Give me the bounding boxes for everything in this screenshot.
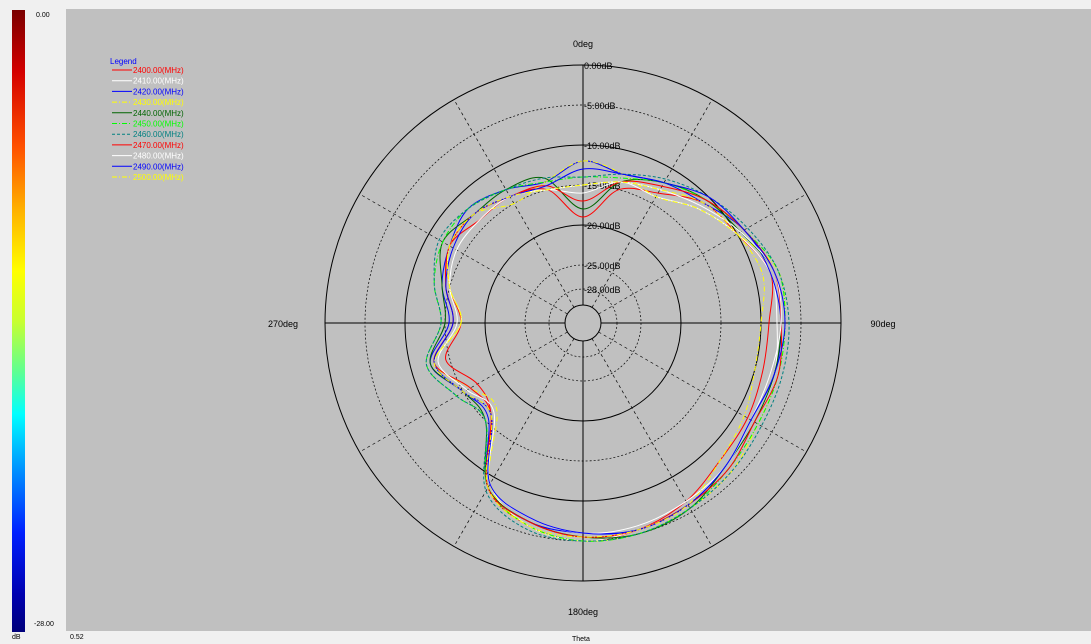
legend-entry-label: 2470.00(MHz) (133, 141, 184, 150)
series-line (433, 168, 786, 535)
series-line (433, 181, 765, 538)
legend-entry-label: 2410.00(MHz) (133, 77, 184, 86)
radial-tick-label: -15.00dB (584, 181, 621, 191)
legend-entry-label: 2450.00(MHz) (133, 120, 184, 129)
radial-tick-label: -5.00dB (584, 101, 616, 111)
angle-grid-spoke (453, 338, 575, 547)
colorbar-value-label: 0.52 (70, 634, 84, 641)
legend-entry-label: 2500.00(MHz) (133, 173, 184, 182)
series-line (437, 181, 782, 534)
legend-entry-label: 2430.00(MHz) (133, 98, 184, 107)
inner-grid-circle (564, 304, 602, 342)
radial-tick-label: -10.00dB (584, 141, 621, 151)
theta-axis-label: Theta (572, 636, 590, 643)
colorbar-max-label: 0.00 (36, 12, 50, 19)
legend-entry-label: 2480.00(MHz) (133, 152, 184, 161)
legend-entry-label: 2440.00(MHz) (133, 109, 184, 118)
colorbar-min-label: -28.00 (34, 621, 54, 628)
angle-grid-spoke (591, 338, 713, 547)
angle-tick-label-180: 180deg (568, 607, 598, 617)
radial-tick-label: -28.00dB (584, 285, 621, 295)
series-line (433, 181, 778, 542)
legend-entry-label: 2400.00(MHz) (133, 66, 184, 75)
angle-tick-label-90: 90deg (870, 319, 895, 329)
colorbar-panel: 0.00 -28.00 dB 0.52 (0, 0, 84, 644)
angle-grid-spoke (453, 99, 575, 308)
series-line (425, 173, 790, 542)
angle-grid-spoke (359, 193, 568, 315)
series-line (429, 176, 782, 539)
legend-entry-label: 2460.00(MHz) (133, 130, 184, 139)
angle-grid-spoke (598, 331, 807, 453)
radial-tick-label: -25.00dB (584, 261, 621, 271)
angle-grid-spoke (359, 331, 568, 453)
angle-tick-label-0: 0deg (573, 39, 593, 49)
plot-area: 0.00dB -5.00dB -10.00dB -15.00dB -20.00dB -25… (66, 9, 1091, 631)
series-line (425, 176, 786, 542)
colorbar-gradient (12, 10, 25, 632)
angle-grid-spoke (591, 99, 713, 308)
legend-title: Legend (110, 57, 137, 66)
radial-tick-label: 0.00dB (584, 61, 613, 71)
polar-chart: 0.00dB -5.00dB -10.00dB -15.00dB -20.00dB -25… (110, 39, 896, 617)
angle-grid-spoke (598, 193, 807, 315)
series-line (433, 180, 783, 538)
radial-tick-label: -20.00dB (584, 221, 621, 231)
legend-entry-label: 2490.00(MHz) (133, 162, 184, 171)
legend-entry-label: 2420.00(MHz) (133, 87, 184, 96)
angle-tick-label-270: 270deg (268, 319, 298, 329)
colorbar-unit-label: dB (12, 634, 21, 641)
